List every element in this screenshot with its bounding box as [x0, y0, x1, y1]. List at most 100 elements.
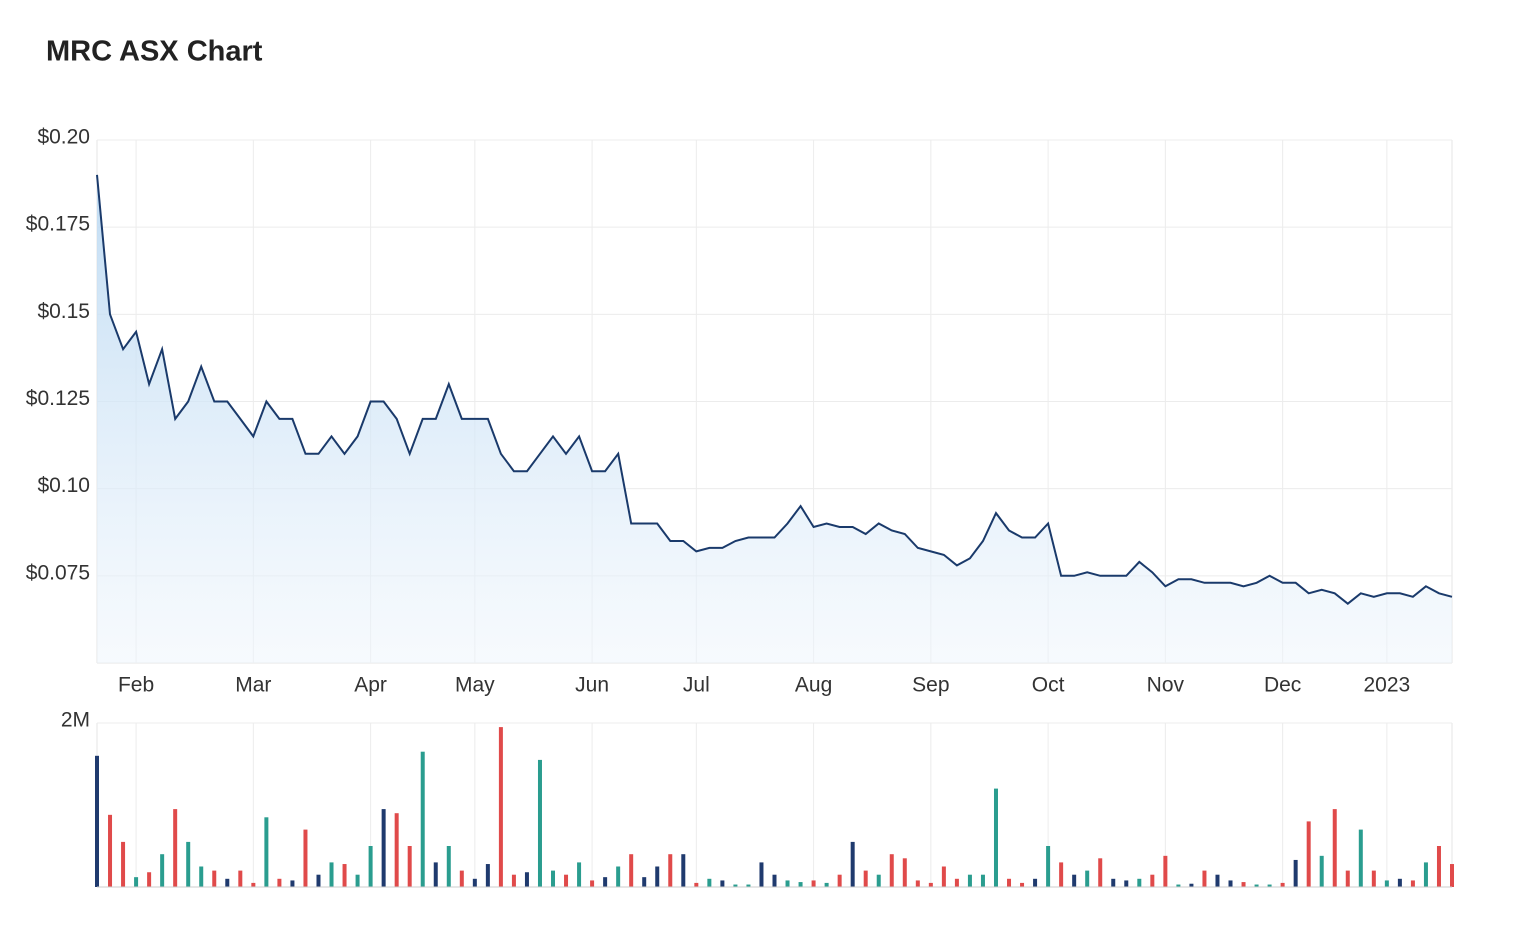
volume-bar	[785, 880, 790, 887]
volume-bar	[238, 870, 243, 887]
volume-bar	[420, 751, 425, 887]
volume-bar	[928, 882, 933, 887]
volume-bar	[121, 841, 126, 887]
volume-bar	[1007, 878, 1012, 887]
volume-bar	[590, 880, 595, 887]
y-tick-label: $0.075	[26, 561, 90, 584]
volume-bar	[993, 788, 998, 887]
volume-bar	[1280, 882, 1285, 887]
volume-bar	[863, 870, 868, 887]
volume-bar	[1267, 884, 1272, 887]
volume-bar	[1033, 878, 1038, 887]
volume-bar	[1332, 809, 1337, 887]
x-tick-label: Nov	[1147, 674, 1185, 697]
volume-bar	[368, 846, 373, 887]
y-tick-label: $0.10	[37, 474, 90, 497]
volume-bar	[511, 874, 516, 887]
volume-bar	[277, 878, 282, 887]
volume-bar	[551, 870, 556, 887]
volume-bar	[746, 884, 751, 887]
volume-bar	[720, 880, 725, 887]
volume-bar	[381, 809, 386, 887]
volume-bar	[212, 870, 217, 887]
volume-bar	[824, 882, 829, 887]
y-tick-label: $0.15	[37, 300, 90, 323]
volume-bar	[225, 878, 230, 887]
volume-bar	[1111, 878, 1116, 887]
volume-bar	[694, 882, 699, 887]
volume-bar	[1137, 878, 1142, 887]
x-tick-label: Jul	[683, 674, 710, 697]
volume-bar	[1189, 883, 1194, 887]
volume-bar	[1046, 846, 1051, 887]
y-tick-label: $0.175	[26, 213, 90, 236]
volume-bar	[733, 884, 738, 887]
volume-bar	[199, 866, 204, 887]
volume-bar	[1228, 880, 1233, 887]
volume-bar	[1436, 846, 1441, 887]
volume-bar	[1176, 884, 1181, 887]
volume-bar	[1410, 880, 1415, 887]
x-tick-label: Aug	[795, 674, 832, 697]
volume-bar	[173, 809, 178, 887]
volume-bar	[642, 877, 647, 887]
volume-bar	[342, 864, 347, 887]
volume-bar	[1241, 882, 1246, 887]
volume-bar	[1215, 874, 1220, 887]
chart-title: MRC ASX Chart	[46, 36, 263, 68]
volume-bar	[472, 878, 477, 887]
volume-bar	[564, 874, 569, 887]
volume-bar	[433, 862, 438, 887]
volume-bar	[1254, 884, 1259, 887]
volume-bar	[1397, 878, 1402, 887]
y2-tick-label: 2M	[61, 709, 90, 732]
volume-bar	[329, 862, 334, 887]
volume-bar	[1059, 862, 1064, 887]
volume-bar	[186, 841, 191, 887]
volume-bar	[394, 813, 399, 887]
x-tick-label: Apr	[354, 674, 387, 697]
volume-bar	[798, 882, 803, 887]
volume-bar	[655, 866, 660, 887]
x-tick-label: Mar	[235, 674, 271, 697]
x-tick-label: Dec	[1264, 674, 1301, 697]
volume-bar	[537, 759, 542, 887]
volume-bar	[772, 874, 777, 887]
x-tick-label: May	[455, 674, 495, 697]
volume-bar	[837, 874, 842, 887]
volume-bar	[407, 846, 412, 887]
volume-bar	[668, 854, 673, 887]
volume-bar	[1293, 859, 1298, 887]
volume-bar	[941, 866, 946, 887]
volume-bar	[160, 854, 165, 887]
volume-bar	[1202, 870, 1207, 887]
volume-bar	[1098, 858, 1103, 887]
volume-bar	[485, 864, 490, 887]
volume-bar	[355, 874, 360, 887]
volume-bar	[147, 872, 152, 887]
volume-bar	[459, 870, 464, 887]
volume-bar	[876, 874, 881, 887]
volume-bar	[980, 874, 985, 887]
volume-bar	[759, 862, 764, 887]
y-tick-label: $0.20	[37, 126, 90, 149]
volume-bar	[95, 755, 99, 887]
volume-bar	[915, 880, 920, 887]
volume-bar	[524, 872, 529, 887]
volume-bar	[850, 841, 855, 887]
volume-bar	[1020, 882, 1025, 887]
volume-bar	[1124, 880, 1129, 887]
volume-bar	[303, 829, 308, 887]
volume-bar	[264, 817, 269, 887]
volume-bar	[1072, 874, 1077, 887]
x-tick-label: Jun	[575, 674, 609, 697]
volume-bar	[446, 846, 451, 887]
volume-bar	[1423, 862, 1428, 887]
volume-bar	[1319, 855, 1324, 887]
volume-bar	[1306, 821, 1311, 887]
volume-bar	[316, 874, 321, 887]
y-tick-label: $0.125	[26, 387, 90, 410]
volume-bar	[1085, 870, 1090, 887]
